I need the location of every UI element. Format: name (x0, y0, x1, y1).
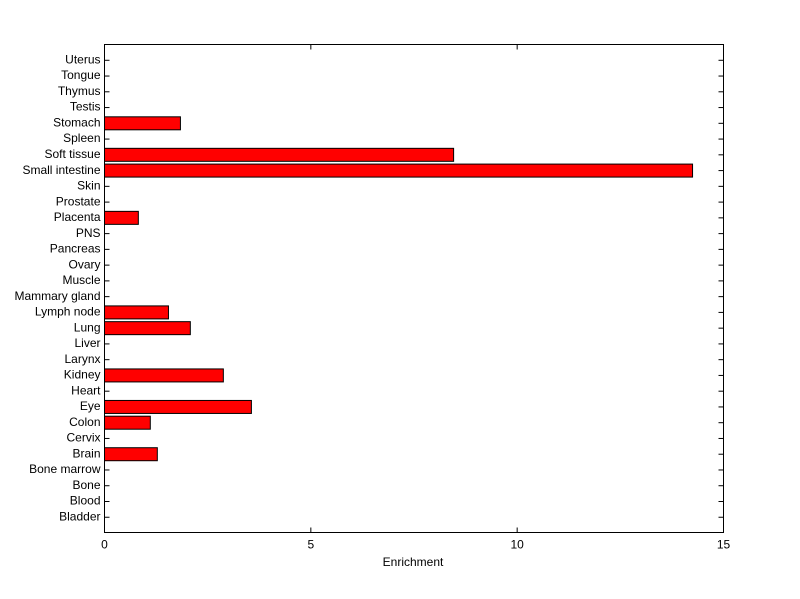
y-tick-label: Placenta (54, 210, 101, 224)
y-tick-label: Tongue (61, 68, 101, 82)
bar (104, 116, 181, 131)
x-tick-label: 0 (101, 538, 108, 552)
y-tick-label: Lung (74, 320, 101, 334)
bar (104, 305, 169, 320)
y-tick-label: Bone (72, 478, 100, 492)
y-tick-label: Blood (70, 494, 101, 508)
bar (104, 415, 151, 430)
y-tick-label: Prostate (56, 194, 101, 208)
y-tick-label: Liver (74, 336, 100, 350)
x-axis-label: Enrichment (383, 555, 444, 569)
y-tick-label: Small intestine (22, 163, 100, 177)
x-tick-label: 15 (717, 538, 731, 552)
y-tick-label: Eye (80, 399, 101, 413)
y-tick-label: Mammary gland (14, 289, 100, 303)
y-tick-label: Thymus (58, 84, 101, 98)
bar (104, 210, 139, 225)
y-tick-label: Brain (72, 446, 100, 460)
y-tick-label: Soft tissue (44, 147, 100, 161)
y-tick-label: Heart (71, 383, 101, 397)
y-tick-label: Stomach (53, 115, 100, 129)
y-tick-label: Muscle (62, 273, 100, 287)
y-tick-label: Ovary (68, 257, 100, 271)
bar (104, 399, 252, 414)
bar (104, 147, 455, 162)
y-tick-label: Testis (70, 100, 101, 114)
y-tick-label: Larynx (64, 352, 100, 366)
y-tick-label: Spleen (63, 131, 100, 145)
bar (104, 163, 694, 178)
bar (104, 368, 224, 383)
y-tick-label: Uterus (65, 52, 100, 66)
y-tick-label: Skin (77, 179, 100, 193)
bar (104, 447, 158, 462)
y-tick-label: Bone marrow (29, 462, 101, 476)
y-tick-label: Lymph node (35, 305, 101, 319)
x-tick-label: 5 (307, 538, 314, 552)
y-tick-label: PNS (76, 226, 101, 240)
y-tick-label: Bladder (59, 509, 100, 523)
y-tick-label: Cervix (66, 431, 100, 445)
x-tick-label: 10 (510, 538, 524, 552)
bar (104, 321, 191, 336)
plot-frame (104, 44, 724, 533)
y-tick-label: Colon (69, 415, 100, 429)
y-tick-label: Pancreas (50, 242, 101, 256)
y-tick-label: Kidney (64, 368, 101, 382)
